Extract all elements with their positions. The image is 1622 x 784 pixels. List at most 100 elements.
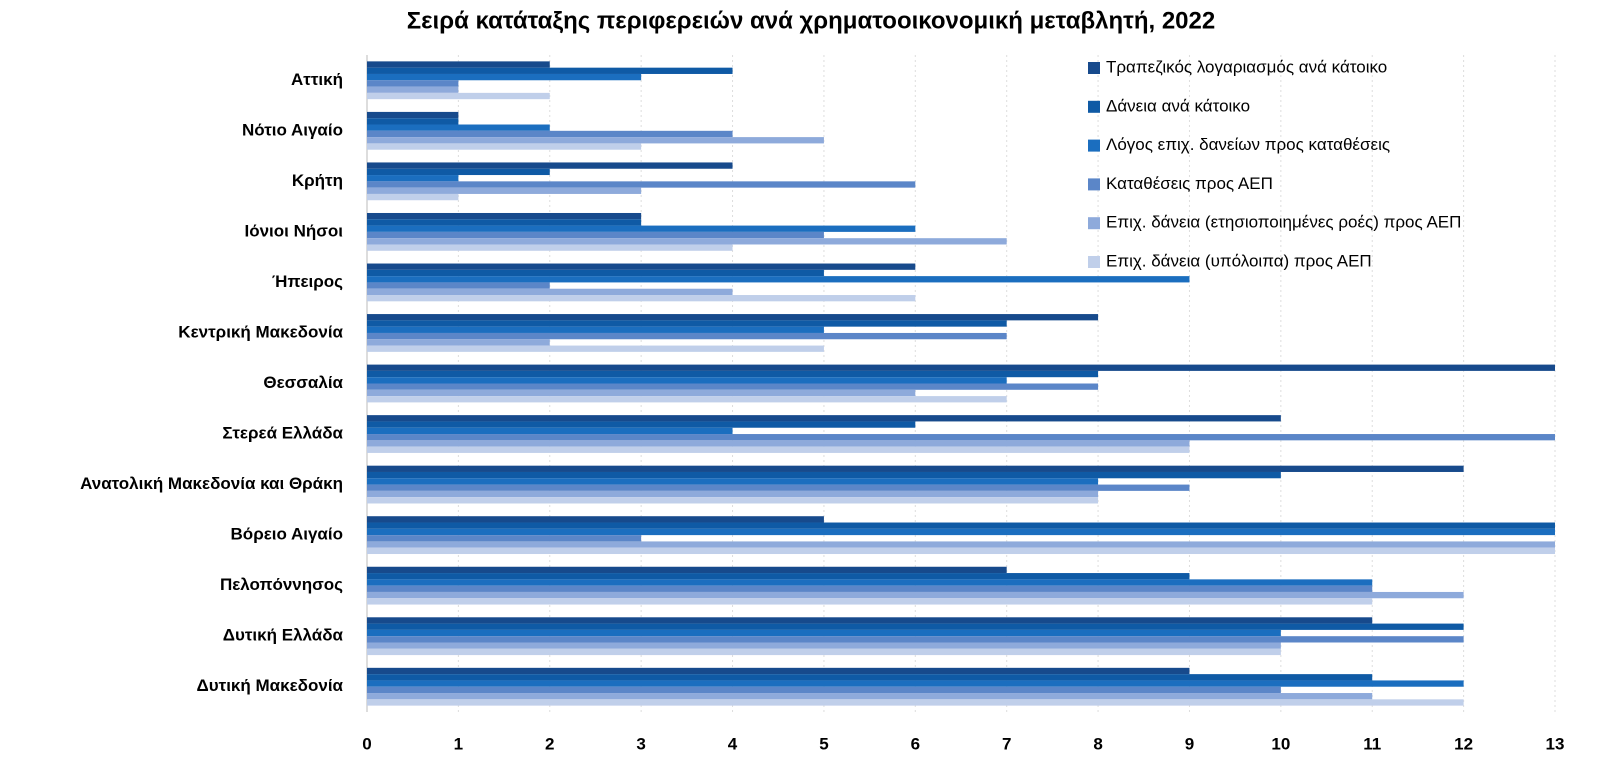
bar — [367, 61, 550, 68]
bar — [367, 276, 1190, 283]
bar — [367, 263, 916, 270]
bar — [367, 162, 733, 169]
bar — [367, 516, 824, 523]
bar — [367, 130, 733, 138]
bar — [367, 383, 1099, 390]
bar — [367, 566, 1007, 574]
bar — [367, 591, 1464, 599]
x-tick-label: 0 — [362, 734, 371, 753]
bar — [367, 497, 1099, 504]
y-tick-label: Θεσσαλία — [263, 373, 343, 392]
y-tick-label: Στερεά Ελλάδα — [222, 424, 343, 443]
x-tick-label: 1 — [454, 734, 463, 753]
bar — [367, 92, 550, 100]
bar — [367, 67, 733, 74]
bar — [367, 212, 642, 220]
bar — [367, 541, 1555, 548]
legend-label: Τραπεζικός λογαριασμός ανά κάτοικο — [1106, 57, 1387, 76]
bar — [367, 364, 1555, 371]
bar — [367, 686, 1281, 694]
bar — [367, 465, 1464, 472]
bar — [367, 699, 1464, 706]
bar — [367, 389, 916, 397]
bar — [367, 623, 1464, 630]
x-tick-label: 11 — [1363, 734, 1381, 753]
bar — [367, 415, 1281, 422]
bar — [367, 231, 824, 239]
legend-swatch — [1088, 139, 1100, 152]
bar — [367, 137, 824, 144]
bar — [367, 282, 550, 289]
x-tick-label: 4 — [728, 734, 738, 753]
bar — [367, 143, 642, 150]
legend-label: Καταθέσεις προς ΑΕΠ — [1106, 174, 1273, 193]
legend-label: Επιχ. δάνεια (ετησιοποιημένες ροές) προς… — [1106, 213, 1461, 232]
bar — [367, 193, 459, 201]
bar — [367, 73, 642, 81]
bar — [367, 181, 916, 188]
bar — [367, 332, 1007, 340]
bar — [367, 124, 550, 131]
bar — [367, 269, 824, 277]
bar — [367, 636, 1464, 643]
bar — [367, 219, 642, 226]
x-tick-label: 8 — [1093, 734, 1102, 753]
legend-swatch — [1088, 256, 1100, 268]
x-tick-label: 10 — [1271, 734, 1290, 753]
bar — [367, 326, 824, 333]
y-tick-label: Ανατολική Μακεδονία και Θράκη — [80, 474, 343, 493]
bar — [367, 80, 459, 87]
bar — [367, 440, 1190, 447]
bar — [367, 187, 642, 194]
bar — [367, 238, 1007, 245]
bar — [367, 535, 642, 542]
x-tick-label: 5 — [819, 734, 828, 753]
bar — [367, 288, 733, 296]
bar — [367, 598, 1373, 605]
bar — [367, 377, 1007, 384]
x-tick-label: 9 — [1185, 734, 1194, 753]
y-tick-label: Ιόνιοι Νήσοι — [244, 221, 343, 240]
bar — [367, 339, 550, 346]
legend-label: Λόγος επιχ. δανείων προς καταθέσεις — [1106, 135, 1390, 154]
y-tick-label: Δυτική Ελλάδα — [223, 626, 344, 645]
y-tick-label: Αττική — [291, 70, 343, 89]
bar — [367, 175, 459, 182]
bar — [367, 478, 1099, 485]
bar — [367, 642, 1281, 649]
bar — [367, 522, 1555, 529]
chart-title: Σειρά κατάταξης περιφερειών ανά χρηματοο… — [407, 7, 1215, 34]
x-tick-label: 2 — [545, 734, 554, 753]
y-tick-label: Βόρειο Αιγαίο — [231, 525, 343, 544]
bar — [367, 320, 1007, 327]
bar — [367, 484, 1190, 491]
bar — [367, 86, 459, 93]
bar — [367, 314, 1099, 321]
bar — [367, 693, 1373, 700]
legend-swatch — [1088, 217, 1100, 230]
bar — [367, 225, 916, 232]
bar — [367, 579, 1373, 586]
y-tick-label: Ήπειρος — [272, 272, 343, 291]
bar — [367, 667, 1190, 675]
bar — [367, 585, 1373, 592]
bar — [367, 674, 1373, 681]
bar — [367, 490, 1099, 498]
bar — [367, 629, 1281, 637]
bar — [367, 421, 916, 428]
bar — [367, 168, 550, 176]
x-tick-label: 13 — [1546, 734, 1565, 753]
bar — [367, 680, 1464, 687]
bar — [367, 118, 459, 125]
y-tick-label: Κρήτη — [292, 171, 343, 190]
bar — [367, 370, 1099, 378]
bar — [367, 471, 1281, 479]
legend-swatch — [1088, 178, 1100, 191]
legend-label: Δάνεια ανά κάτοικο — [1106, 96, 1250, 115]
x-tick-label: 7 — [1002, 734, 1011, 753]
bar — [367, 244, 733, 251]
bar — [367, 295, 916, 302]
bar — [367, 446, 1190, 453]
y-tick-label: Νότιο Αιγαίο — [242, 120, 343, 139]
